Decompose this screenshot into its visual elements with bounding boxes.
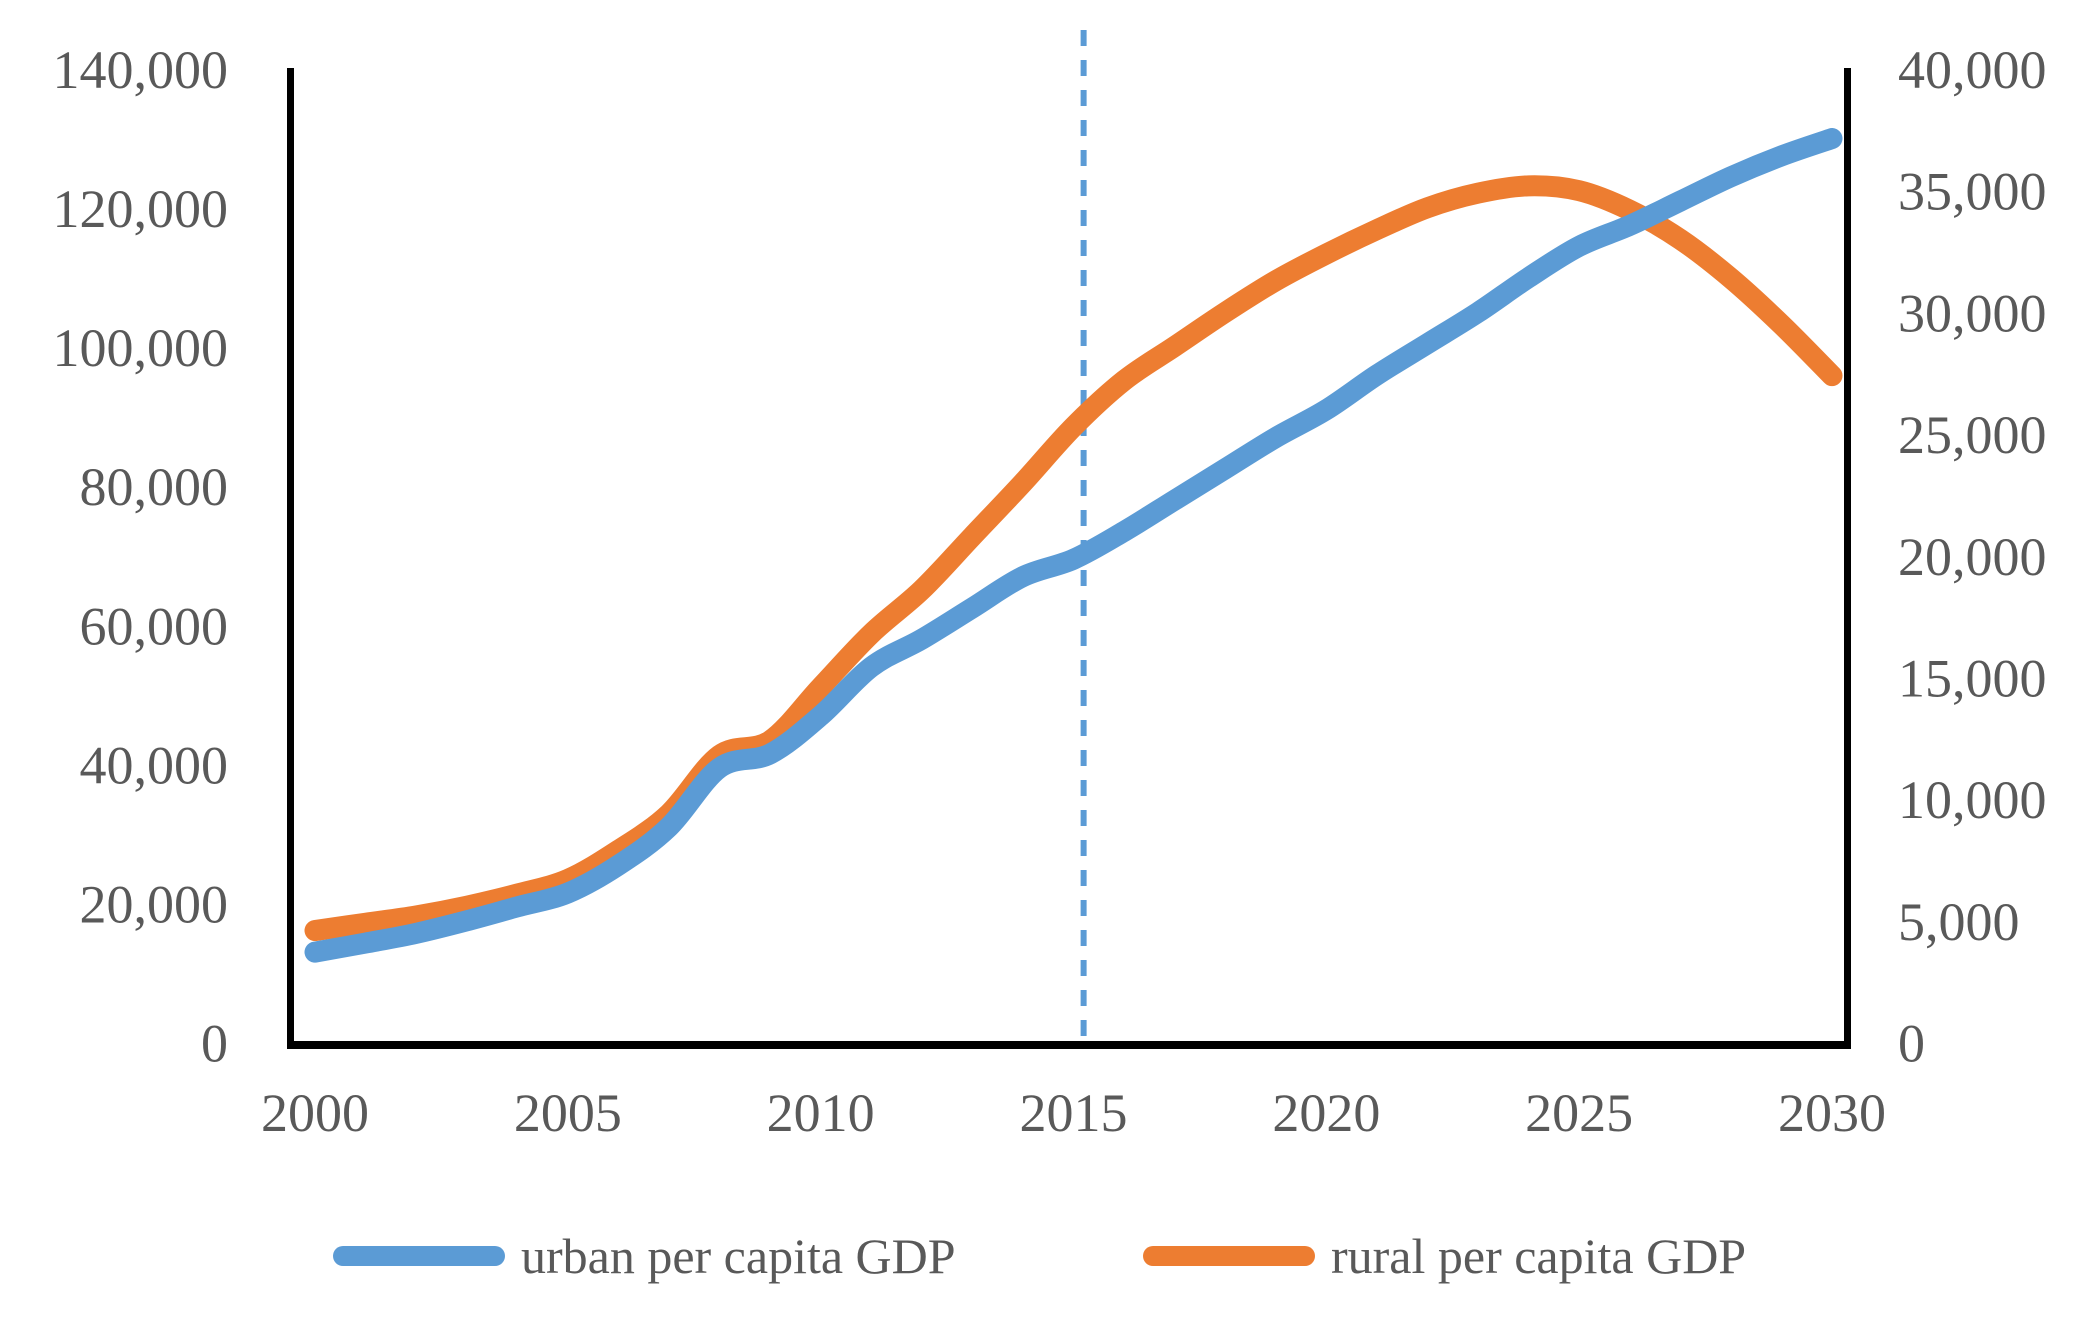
right-axis-tick-label: 10,000	[1898, 770, 2047, 830]
right-axis-tick-label: 40,000	[1898, 40, 2047, 100]
urban-line-swatch	[333, 1246, 505, 1266]
legend-item-urban: urban per capita GDP	[333, 1227, 956, 1285]
right-axis-tick-label: 35,000	[1898, 162, 2047, 222]
left-axis-tick-label: 120,000	[53, 179, 229, 239]
legend-item-rural: rural per capita GDP	[1143, 1227, 1746, 1285]
right-axis-tick-label: 0	[1898, 1014, 1925, 1074]
left-axis-tick-label: 60,000	[80, 596, 229, 656]
x-axis-tick-label: 2015	[1020, 1083, 1128, 1143]
right-axis-tick-label: 30,000	[1898, 283, 2047, 343]
urban-gdp-line	[304, 128, 1843, 963]
left-axis-tick-label: 140,000	[53, 40, 229, 100]
x-axis-tick-label: 2000	[261, 1083, 369, 1143]
left-axis-tick-label: 20,000	[80, 874, 229, 934]
x-axis-tick-label: 2005	[514, 1083, 622, 1143]
legend-label-urban: urban per capita GDP	[521, 1228, 956, 1284]
x-axis-tick-label: 2020	[1272, 1083, 1380, 1143]
left-axis-tick-label: 80,000	[80, 457, 229, 517]
rural-line-swatch	[1143, 1246, 1315, 1266]
left-axis-tick-label: 40,000	[80, 735, 229, 795]
left-axis-tick-label: 0	[201, 1014, 228, 1074]
rural-gdp-line	[304, 175, 1843, 942]
x-axis-tick-label: 2025	[1525, 1083, 1633, 1143]
right-axis-tick-label: 15,000	[1898, 648, 2047, 708]
x-axis-tick-label: 2010	[767, 1083, 875, 1143]
left-axis-tick-label: 100,000	[53, 318, 229, 378]
right-axis-tick-label: 25,000	[1898, 405, 2047, 465]
legend-label-rural: rural per capita GDP	[1331, 1228, 1747, 1284]
right-axis-tick-label: 5,000	[1898, 892, 2020, 952]
x-axis-tick-label: 2030	[1778, 1083, 1886, 1143]
right-axis-tick-label: 20,000	[1898, 527, 2047, 587]
